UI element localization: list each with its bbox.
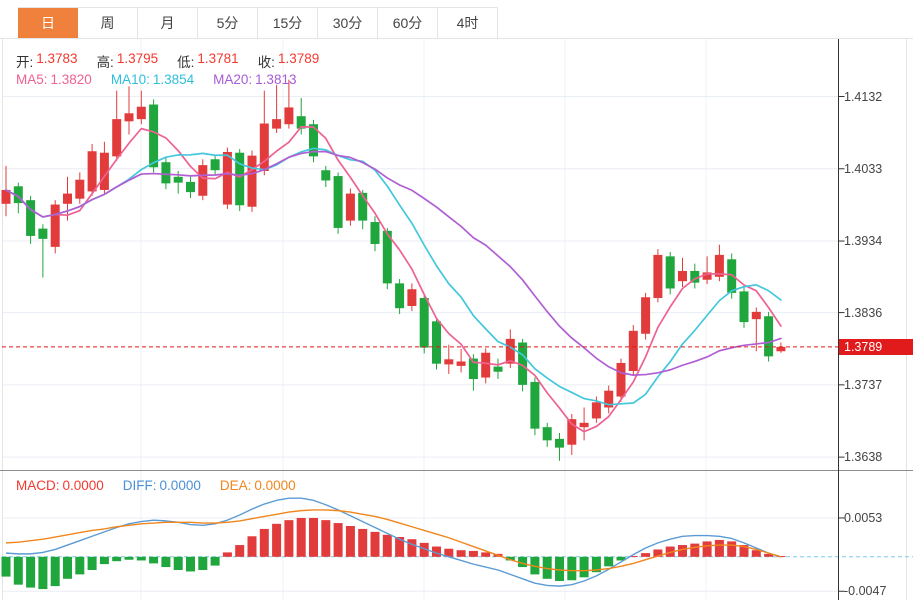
dea-label: DEA: (219, 478, 252, 493)
tab-15min[interactable]: 15分 (258, 8, 318, 39)
diff-label: DIFF: (122, 478, 157, 493)
tab-4hour[interactable]: 4时 (438, 8, 498, 39)
close-value: 1.3789 (277, 51, 320, 66)
dea-value: 0.0000 (254, 478, 296, 493)
price-tick-1.3934: 1.3934 (844, 234, 883, 249)
tabbar-bottom-border (0, 38, 913, 39)
price-tick-1.4033: 1.4033 (844, 161, 883, 176)
close-label: 收: (257, 55, 275, 70)
macd-legend: MACD: 0.0000 DIFF: 0.0000 DEA: 0.0000 (16, 478, 315, 493)
open-readout: 开: 1.3783 (16, 51, 81, 71)
high-readout: 高: 1.3795 (97, 51, 162, 71)
open-label: 开: (16, 55, 34, 70)
open-value: 1.3783 (36, 51, 78, 66)
macd-label: MACD: (16, 478, 60, 493)
ma5-label: MA5: (16, 72, 48, 87)
ma5-readout: MA5: 1.3820 (16, 72, 95, 87)
close-readout: 收: 1.3789 (258, 51, 323, 71)
ma10-label: MA10: (110, 72, 150, 87)
tab-day[interactable]: 日 (18, 8, 78, 39)
macd-readout: MACD: 0.0000 (16, 478, 107, 493)
price-tick-1.4132: 1.4132 (844, 89, 883, 104)
ma10-value: 1.3854 (152, 72, 195, 87)
low-label: 低: (177, 55, 195, 70)
ma20-readout: MA20: 1.3813 (213, 72, 299, 87)
tab-month[interactable]: 月 (138, 8, 198, 39)
diff-value: 0.0000 (159, 478, 201, 493)
high-value: 1.3795 (116, 51, 159, 66)
dea-readout: DEA: 0.0000 (220, 478, 299, 493)
high-label: 高: (96, 55, 114, 70)
timeframe-tabbar: 日周月 5分 15分 30分 60分 4时 (18, 7, 498, 39)
tab-60min[interactable]: 60分 (378, 8, 438, 39)
ma20-label: MA20: (213, 72, 253, 87)
ma10-readout: MA10: 1.3854 (111, 72, 197, 87)
low-readout: 低: 1.3781 (177, 51, 242, 71)
macd-tick--0.0047: -0.0047 (844, 584, 887, 599)
tab-week[interactable]: 周 (78, 8, 138, 39)
tab-30min[interactable]: 30分 (318, 8, 378, 39)
low-value: 1.3781 (197, 51, 239, 66)
current-price-badge: 1.3789 (839, 338, 913, 355)
price-tick-1.3737: 1.3737 (844, 377, 883, 392)
ohlc-legend: 开: 1.3783 高: 1.3795 低: 1.3781 收: 1.3789 (16, 51, 338, 71)
price-tick-1.3638: 1.3638 (844, 450, 883, 465)
macd-value: 0.0000 (62, 478, 104, 493)
price-tick-1.3836: 1.3836 (844, 305, 883, 320)
ma5-value: 1.3820 (50, 72, 92, 87)
diff-readout: DIFF: 0.0000 (123, 478, 204, 493)
ma20-value: 1.3813 (255, 72, 297, 87)
tab-5min[interactable]: 5分 (198, 8, 258, 39)
ma-legend: MA5: 1.3820 MA10: 1.3854 MA20: 1.3813 (16, 72, 315, 87)
macd-tick-0.0053: 0.0053 (844, 510, 883, 525)
